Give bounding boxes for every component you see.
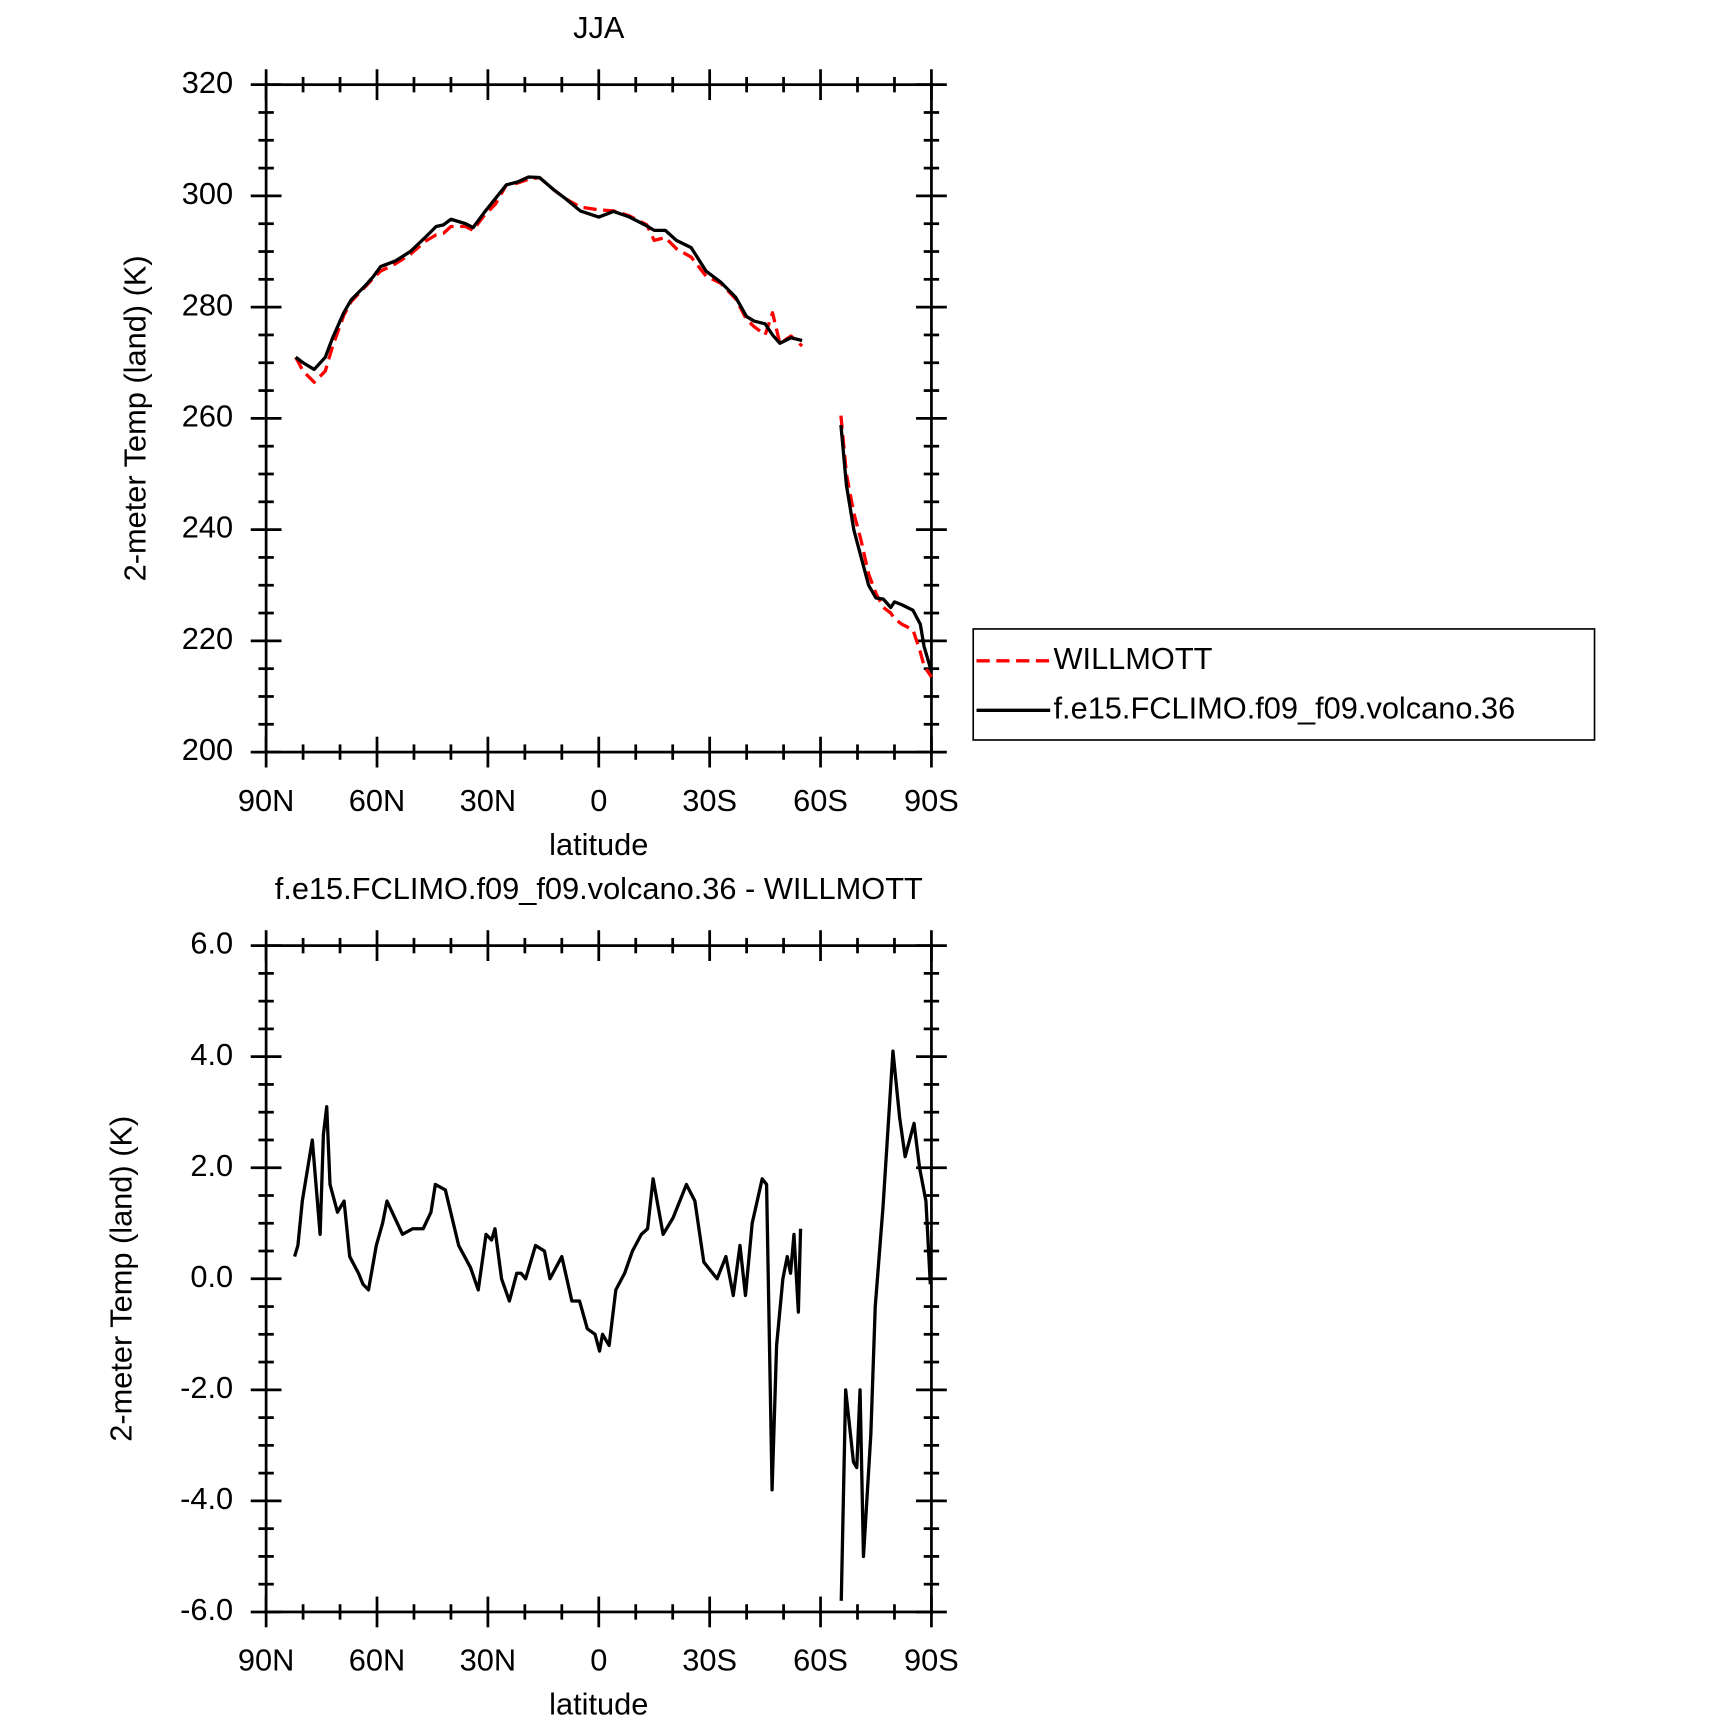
y-tick-label: 4.0 (190, 1037, 233, 1072)
y-tick-label: 200 (182, 732, 233, 767)
y-tick-label: -4.0 (180, 1481, 233, 1516)
data-line (294, 175, 933, 678)
x-tick-label: 0 (590, 1643, 607, 1678)
y-tick-label: -2.0 (180, 1370, 233, 1405)
x-tick-label: 90S (904, 1643, 959, 1678)
y-axis-label: 2-meter Temp (land) (K) (118, 255, 153, 581)
y-tick-label: 260 (182, 399, 233, 434)
y-tick-label: 2.0 (190, 1148, 233, 1183)
plot-frame (264, 83, 933, 754)
chart-title: f.e15.FCLIMO.f09_f09.volcano.36 - WILLMO… (275, 871, 923, 906)
chart-title: JJA (573, 10, 625, 45)
y-tick-label: 320 (182, 65, 233, 100)
x-tick-label: 30N (460, 783, 516, 818)
data-line (293, 1049, 932, 1601)
y-tick-label: 240 (182, 510, 233, 545)
data-line (294, 175, 934, 672)
y-tick-label: 6.0 (190, 926, 233, 961)
y-tick-label: 0.0 (190, 1259, 233, 1294)
x-tick-label: 60N (349, 1643, 405, 1678)
x-tick-label: 30N (460, 1643, 516, 1678)
x-tick-label: 60S (793, 783, 848, 818)
x-tick-label: 90N (238, 783, 294, 818)
legend-box (972, 628, 1596, 741)
y-tick-label: -6.0 (180, 1592, 233, 1627)
x-axis-label: latitude (549, 827, 648, 862)
x-tick-label: 60N (349, 783, 405, 818)
x-tick-label: 30S (682, 1643, 737, 1678)
plot-frame (264, 944, 933, 1614)
y-axis-label: 2-meter Temp (land) (K) (103, 1116, 138, 1442)
x-tick-label: 90N (238, 1643, 294, 1678)
y-tick-label: 280 (182, 287, 233, 322)
legend-label: f.e15.FCLIMO.f09_f09.volcano.36 (1053, 690, 1515, 725)
legend-label: WILLMOTT (1053, 641, 1212, 676)
x-tick-label: 90S (904, 783, 959, 818)
x-axis-label: latitude (549, 1687, 648, 1722)
y-tick-label: 220 (182, 621, 233, 656)
y-tick-label: 300 (182, 176, 233, 211)
x-tick-label: 0 (590, 783, 607, 818)
x-tick-label: 60S (793, 1643, 848, 1678)
x-tick-label: 30S (682, 783, 737, 818)
